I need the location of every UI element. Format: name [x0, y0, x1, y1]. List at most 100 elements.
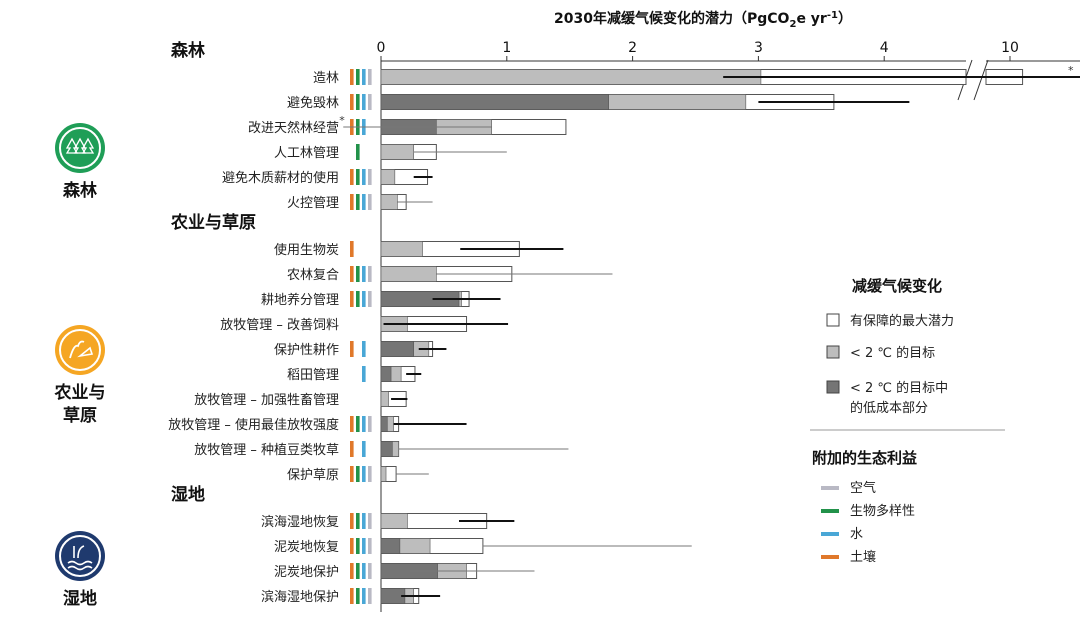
legend-label-2: 的低成本部分: [850, 400, 928, 416]
bar-below2: [380, 241, 423, 257]
benefit-marker-soil: [350, 466, 354, 482]
bar-below2: [380, 466, 387, 482]
legend-label: 有保障的最大潜力: [850, 313, 954, 329]
section-name: 农业与: [54, 382, 106, 403]
section-badge-ring: [59, 329, 101, 371]
benefit-marker-soil: [350, 194, 354, 210]
benefit-marker-biodiversity: [356, 69, 360, 85]
benefit-marker-air: [368, 513, 372, 529]
benefit-marker-air: [368, 416, 372, 432]
row-label: 农林复合: [287, 268, 339, 283]
legend-benefit-swatch: [821, 486, 839, 490]
benefit-marker-water: [362, 266, 366, 282]
row-label: 放牧管理 – 加强牲畜管理: [194, 392, 339, 408]
legend-label: < 2 ℃ 的目标中: [850, 380, 948, 396]
section-badge-ring: [59, 535, 101, 577]
benefit-marker-soil: [350, 563, 354, 579]
benefit-marker-water: [362, 194, 366, 210]
asterisk-mark: *: [1068, 64, 1074, 77]
row-label: 保护性耕作: [274, 342, 339, 358]
x-tick-label: 0: [377, 40, 386, 56]
bar-below2: [380, 513, 408, 529]
benefit-marker-air: [368, 266, 372, 282]
legend-benefit-label: 水: [850, 527, 863, 542]
benefit-marker-biodiversity: [356, 538, 360, 554]
x-tick-label: 3: [754, 40, 763, 56]
bar-low-cost: [380, 366, 392, 382]
legend-benefit-swatch: [821, 555, 839, 559]
legend-benefit-label: 生物多样性: [850, 503, 915, 519]
row-label: 稻田管理: [287, 368, 339, 383]
row-label: 改进天然林经营: [248, 120, 339, 136]
legend-label: < 2 ℃ 的目标: [850, 345, 935, 361]
benefit-marker-soil: [350, 538, 354, 554]
benefit-marker-soil: [350, 416, 354, 432]
benefit-marker-soil: [350, 69, 354, 85]
legend-benefit-swatch: [821, 532, 839, 536]
bar-low-cost: [380, 94, 609, 110]
bar-low-cost: [380, 416, 388, 432]
row-label: 避免毁林: [287, 96, 339, 111]
benefit-marker-air: [368, 588, 372, 604]
benefit-marker-soil: [350, 266, 354, 282]
section-name: 森林: [63, 180, 97, 201]
row-label: 火控管理: [287, 196, 339, 211]
benefit-marker-air: [368, 538, 372, 554]
benefit-marker-water: [362, 588, 366, 604]
legend-swatch: [826, 380, 840, 394]
section-name: 湿地: [63, 588, 97, 609]
row-label: 泥炭地保护: [274, 565, 339, 580]
benefit-marker-air: [368, 94, 372, 110]
benefit-marker-air: [368, 194, 372, 210]
row-label: 避免木质薪材的使用: [222, 170, 339, 186]
row-label: 放牧管理 – 改善饲料: [220, 317, 339, 333]
benefit-marker-soil: [350, 169, 354, 185]
grain-shape: [77, 346, 94, 358]
benefit-marker-biodiversity: [356, 194, 360, 210]
benefit-marker-water: [362, 69, 366, 85]
x-tick-label: 1: [502, 40, 511, 56]
benefit-marker-water: [362, 416, 366, 432]
benefit-marker-water: [362, 441, 366, 457]
bar-below2: [380, 266, 437, 282]
benefit-marker-biodiversity: [356, 416, 360, 432]
x-tick-label: 10: [1001, 40, 1019, 56]
benefit-marker-water: [362, 563, 366, 579]
bar-below2: [380, 194, 398, 210]
benefit-marker-water: [362, 341, 366, 357]
bar-low-cost: [380, 538, 401, 554]
row-label: 放牧管理 – 使用最佳放牧强度: [168, 417, 339, 433]
row-label: 放牧管理 – 种植豆类牧草: [194, 443, 339, 458]
benefit-marker-air: [368, 69, 372, 85]
section-badge: [55, 531, 105, 581]
x-tick-label: 2: [628, 40, 637, 56]
benefit-marker-air: [368, 169, 372, 185]
benefit-marker-soil: [350, 94, 354, 110]
legend-mitigation-title: 减缓气候变化: [852, 277, 942, 295]
benefit-marker-water: [362, 291, 366, 307]
legend-benefit-swatch: [821, 509, 839, 513]
bar-below2: [380, 144, 415, 160]
axis-break-mark: [973, 59, 989, 101]
row-label: 耕地养分管理: [261, 292, 339, 308]
bar-below2: [380, 169, 396, 185]
benefit-marker-biodiversity: [356, 94, 360, 110]
bar-below2: [380, 391, 389, 407]
row-label: 人工林管理: [274, 146, 339, 161]
chart-title: 2030年减缓气候变化的潜力（PgCO2e yr-1）: [554, 10, 852, 30]
benefit-marker-air: [368, 466, 372, 482]
legend-benefit-title: 附加的生态利益: [812, 449, 917, 467]
benefit-marker-water: [362, 94, 366, 110]
wave-shape: [67, 560, 93, 566]
tree-shape: [81, 137, 95, 154]
group-title: 森林: [171, 40, 205, 61]
row-label: 使用生物炭: [274, 242, 339, 258]
row-label: 滨海湿地恢复: [261, 514, 339, 530]
benefit-marker-air: [368, 563, 372, 579]
benefit-marker-air: [368, 291, 372, 307]
bar-low-cost: [380, 341, 415, 357]
row-label: 滨海湿地保护: [261, 589, 339, 605]
legend-swatch: [826, 313, 840, 327]
benefit-marker-water: [362, 466, 366, 482]
